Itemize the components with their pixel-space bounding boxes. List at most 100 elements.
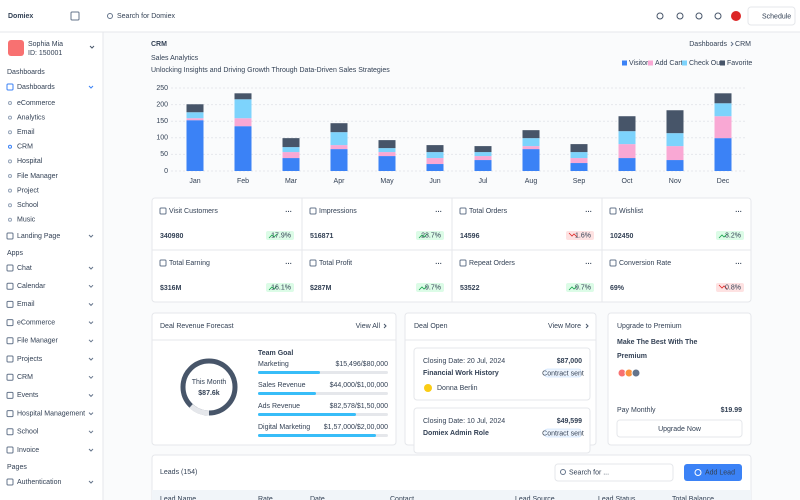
- submenu-item[interactable]: CRM: [17, 144, 33, 151]
- x-tick-label: May: [380, 178, 394, 185]
- plus-icon: [694, 469, 702, 476]
- toggle-icon[interactable]: [70, 11, 80, 21]
- submenu-item[interactable]: Email: [17, 129, 35, 136]
- chart-title: Sales Analytics: [151, 55, 199, 62]
- flag[interactable]: [731, 11, 741, 21]
- trend-arrow: [418, 285, 428, 291]
- menu-item[interactable]: Events: [17, 392, 39, 399]
- menu-item[interactable]: Invoice: [17, 447, 39, 454]
- user-name: Sophia Mia: [28, 41, 63, 48]
- breadcrumb[interactable]: Dashboards: [689, 41, 727, 48]
- premium-price: $19.99: [721, 407, 743, 414]
- legend-swatch: [720, 60, 725, 66]
- goal-amount: $15,496/$80,000: [335, 361, 388, 368]
- schedule-label[interactable]: Schedule: [762, 13, 791, 20]
- column-header: Rate: [258, 496, 273, 500]
- header-icon[interactable]: [676, 12, 684, 20]
- search-placeholder[interactable]: Search for ...: [569, 469, 609, 476]
- goal-amount: $44,000/$1,00,000: [330, 382, 388, 389]
- premium-eyebrow: Upgrade to Premium: [617, 323, 682, 330]
- deal-closing: Closing Date: 10 Jul, 2024: [423, 418, 505, 425]
- x-tick-label: Jan: [189, 178, 200, 185]
- goal-amount: $1,57,000/$2,00,000: [324, 424, 388, 431]
- menu-item[interactable]: Hospital Management: [17, 410, 85, 417]
- column-header: Date: [310, 496, 325, 500]
- x-tick-label: Jun: [429, 178, 440, 185]
- bar-segment: [378, 152, 396, 157]
- more-icon[interactable]: …: [435, 259, 442, 266]
- more-icon[interactable]: …: [735, 259, 742, 266]
- add-lead-label[interactable]: Add Lead: [705, 469, 735, 476]
- bar-segment: [426, 164, 444, 171]
- bullet: [8, 188, 12, 193]
- trend-value: 9.7%: [425, 284, 441, 291]
- header-icon[interactable]: [695, 12, 703, 20]
- schedule-button[interactable]: [747, 6, 796, 26]
- more-icon[interactable]: …: [435, 207, 442, 214]
- search-icon: [107, 13, 113, 19]
- header-icon[interactable]: [714, 12, 722, 20]
- trend-value: 0.8%: [725, 284, 741, 291]
- chevron: [88, 480, 94, 484]
- menu-item[interactable]: School: [17, 429, 39, 436]
- stat-value: 14596: [460, 233, 480, 240]
- menu-item[interactable]: eCommerce: [17, 319, 55, 326]
- search-box[interactable]: [554, 463, 674, 482]
- goal-amount: $82,578/$1,50,000: [330, 403, 388, 410]
- stat-value: 516871: [310, 233, 333, 240]
- column-header: Lead Status: [598, 496, 636, 500]
- stat-value: 53522: [460, 285, 480, 292]
- chevron: [88, 266, 94, 270]
- menu-item[interactable]: Landing Page: [17, 233, 60, 240]
- upgrade-button[interactable]: [616, 419, 743, 438]
- bullet: [8, 203, 12, 208]
- card-link[interactable]: View All: [356, 323, 381, 330]
- menu-item[interactable]: CRM: [17, 374, 33, 381]
- submenu-item[interactable]: Hospital: [17, 158, 43, 165]
- add-lead-button[interactable]: [684, 464, 742, 481]
- submenu-item[interactable]: Project: [17, 187, 39, 194]
- menu-item[interactable]: Dashboards: [17, 84, 55, 91]
- menu-item[interactable]: Authentication: [17, 479, 61, 486]
- bar-segment: [570, 152, 588, 159]
- stat-value: $287M: [310, 285, 332, 292]
- goal-title: Team Goal: [258, 350, 293, 357]
- deal-item: [413, 407, 591, 454]
- menu-item[interactable]: File Manager: [17, 338, 59, 345]
- submenu-item[interactable]: File Manager: [17, 173, 59, 180]
- menu-item[interactable]: Email: [17, 301, 35, 308]
- submenu-item[interactable]: Music: [17, 217, 36, 224]
- menu-item[interactable]: Chat: [17, 265, 32, 272]
- more-icon[interactable]: …: [285, 259, 292, 266]
- more-icon[interactable]: …: [285, 207, 292, 214]
- upgrade-label[interactable]: Upgrade Now: [658, 426, 702, 433]
- submenu-item[interactable]: eCommerce: [17, 100, 55, 107]
- more-icon[interactable]: …: [585, 207, 592, 214]
- bar-segment: [282, 152, 300, 159]
- search-input[interactable]: Search for Domiex: [117, 13, 175, 20]
- bar-segment: [330, 145, 348, 150]
- bar-segment: [522, 138, 540, 147]
- trend-value: 23.7%: [421, 232, 441, 239]
- more-icon[interactable]: …: [735, 207, 742, 214]
- leads-title: Leads (154): [160, 469, 197, 476]
- submenu-item[interactable]: Analytics: [17, 114, 46, 121]
- header-icon[interactable]: [656, 12, 664, 20]
- submenu-item[interactable]: School: [17, 202, 39, 209]
- deal-name: Domiex Admin Role: [423, 430, 489, 437]
- more-icon[interactable]: …: [585, 259, 592, 266]
- section-label: Dashboards: [7, 69, 45, 76]
- trend-arrow: [568, 232, 578, 238]
- deal-amount: $49,599: [557, 418, 582, 425]
- card-link[interactable]: View More: [548, 323, 581, 330]
- premium-title: Premium: [617, 353, 647, 360]
- x-tick-label: Oct: [622, 178, 633, 185]
- bar-segment: [570, 163, 588, 171]
- bar-segment: [378, 148, 396, 153]
- menu-item[interactable]: Projects: [17, 356, 43, 363]
- menu-icon: [6, 355, 14, 363]
- menu-item[interactable]: Calendar: [17, 283, 46, 290]
- bar-segment: [714, 138, 732, 171]
- legend-label: Add Cart: [655, 60, 683, 67]
- status-badge: [544, 428, 582, 438]
